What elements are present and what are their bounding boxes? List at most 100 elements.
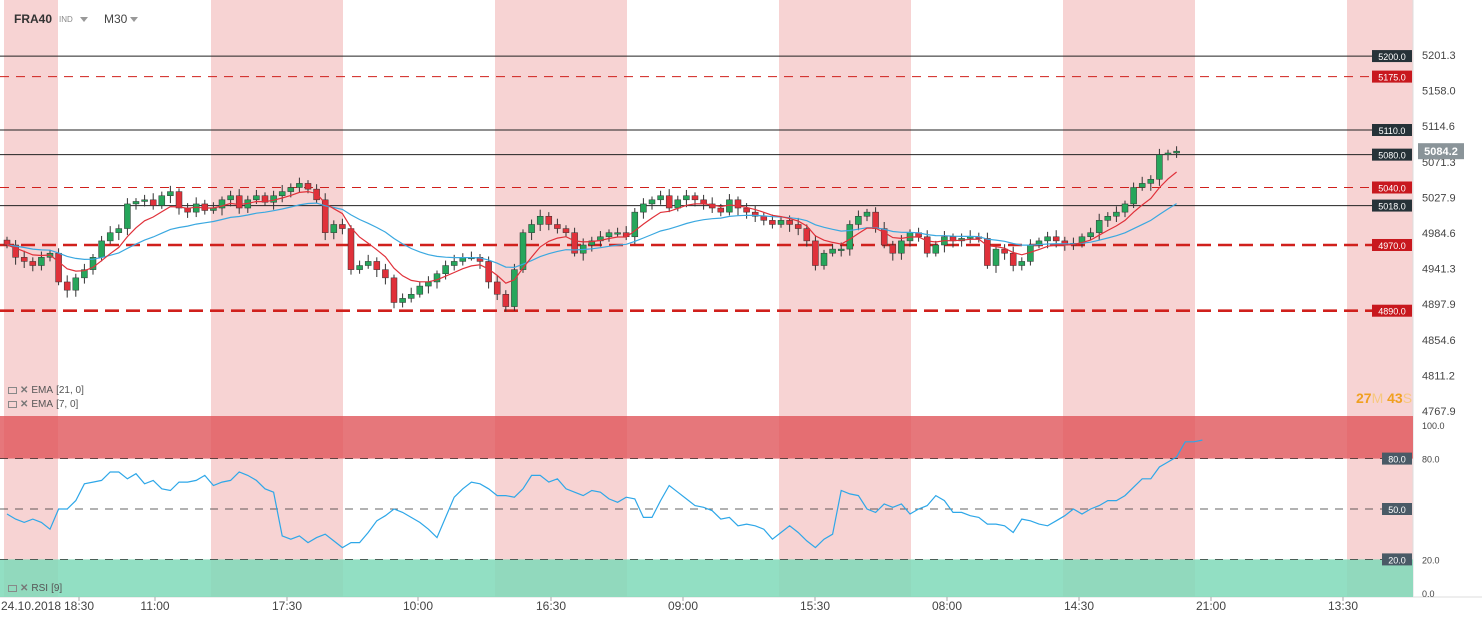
candle-body — [545, 215, 553, 225]
session-band — [1347, 0, 1413, 597]
candle-body — [175, 191, 183, 209]
settings-icon[interactable] — [8, 401, 17, 408]
level-tag-label: 4970.0 — [1378, 241, 1406, 251]
price-tick: 4897.9 — [1422, 299, 1456, 311]
candle-body — [648, 199, 656, 205]
candle-body — [1113, 211, 1120, 217]
candle-body — [158, 195, 166, 206]
price-axis[interactable]: 5201.3 5158.0 5114.6 5071.3 5027.9 4984.6 4941… — [1418, 50, 1464, 418]
candle-body — [141, 199, 148, 202]
candle-body — [984, 238, 991, 266]
candle-body — [820, 252, 828, 266]
candle-body — [63, 281, 71, 291]
candle-body — [846, 224, 854, 250]
candle-body — [760, 215, 768, 221]
timeframe-selector[interactable]: M30 — [104, 12, 128, 26]
level-tag — [1372, 148, 1412, 161]
candle-body — [614, 232, 621, 235]
close-icon[interactable]: ✕ — [20, 583, 29, 594]
candle-body — [167, 191, 174, 196]
candle-body — [1121, 203, 1129, 213]
settings-icon[interactable] — [8, 387, 17, 394]
candle-body — [1087, 232, 1094, 238]
candle-body — [519, 232, 527, 270]
settings-icon[interactable] — [8, 585, 17, 592]
candle-body — [433, 273, 441, 283]
time-label: 24.10.2018 — [1, 599, 61, 613]
price-tick: 4854.6 — [1422, 335, 1456, 347]
candle-body — [364, 261, 372, 266]
candle-body — [235, 195, 243, 209]
candle-body — [106, 232, 114, 242]
candle-body — [734, 199, 742, 209]
indicator-ema21[interactable]: ✕ EMA [21, 0] — [8, 385, 84, 396]
ema7-line — [6, 171, 1177, 284]
candle-body — [399, 298, 406, 303]
candle-body — [1173, 150, 1180, 154]
candle-body — [777, 220, 785, 225]
time-label: 13:30 — [1328, 599, 1358, 613]
candle-body — [1052, 236, 1060, 242]
candle-body — [304, 183, 312, 190]
price-tick: 5114.6 — [1422, 121, 1455, 133]
candle-body — [321, 199, 329, 233]
candle-body — [253, 195, 260, 201]
candle-body — [218, 199, 226, 209]
timeframe-dropdown-icon[interactable] — [130, 17, 138, 22]
rsi-tick: 20.0 — [1422, 555, 1440, 565]
candle-body — [683, 195, 690, 201]
price-tick: 5071.3 — [1422, 157, 1456, 169]
candle-body — [38, 257, 45, 266]
rsi-level-tag — [1382, 553, 1412, 566]
candle-body — [528, 224, 535, 233]
level-tag — [1372, 50, 1412, 63]
symbol-dropdown-icon[interactable] — [80, 17, 88, 22]
candle-body — [296, 183, 303, 188]
level-tag — [1372, 70, 1412, 83]
symbol-label[interactable]: FRA40 — [14, 12, 53, 26]
candle-body — [373, 261, 381, 270]
candle-body — [124, 203, 131, 229]
rsi-level-tag — [1382, 452, 1412, 465]
rsi-tick: 0.0 — [1422, 589, 1435, 599]
candle-body — [1138, 183, 1146, 188]
candle-body — [485, 261, 492, 283]
rsi-axis: 100.0 80.0 20.0 0.0 80.0 50.0 20.0 — [1382, 421, 1445, 599]
level-tag-label: 5040.0 — [1378, 183, 1406, 193]
overbought-zone — [0, 416, 1413, 459]
candle-body — [1147, 179, 1155, 184]
candle-body — [382, 269, 389, 279]
candle-body — [829, 248, 836, 254]
candle-body — [640, 203, 647, 213]
candle-body — [330, 224, 338, 233]
current-price-label: 5084.2 — [1424, 146, 1458, 158]
candle-body — [12, 244, 19, 258]
price-tick: 5201.3 — [1422, 50, 1456, 62]
rsi-level-tag — [1382, 503, 1412, 515]
candle-body — [72, 277, 80, 291]
candle-body — [923, 236, 931, 254]
rsi-zones — [0, 416, 1413, 597]
indicator-rsi[interactable]: ✕ RSI [9] — [8, 583, 62, 594]
level-tag-label: 5175.0 — [1378, 73, 1406, 83]
close-icon[interactable]: ✕ — [20, 385, 29, 396]
indicator-ema7[interactable]: ✕ EMA [7, 0] — [8, 399, 78, 410]
price-tick: 5027.9 — [1422, 192, 1456, 204]
level-tag — [1372, 199, 1412, 212]
candle-body — [751, 211, 759, 217]
candle-body — [1095, 220, 1103, 233]
candle-body — [55, 252, 62, 283]
candle-body — [1156, 154, 1163, 180]
session-highlights — [4, 0, 1413, 597]
time-label: 21:00 — [1196, 599, 1226, 613]
time-label: 09:00 — [668, 599, 698, 613]
candle-body — [554, 224, 561, 229]
candle-body — [837, 248, 845, 251]
time-axis[interactable]: 24.10.2018 18:30 11:00 17:30 10:00 16:30 09:00… — [1, 597, 1358, 613]
candle-body — [691, 195, 699, 201]
candle-body — [390, 277, 398, 303]
close-icon[interactable]: ✕ — [20, 399, 29, 410]
candle-body — [717, 207, 725, 213]
time-label: 17:30 — [272, 599, 302, 613]
